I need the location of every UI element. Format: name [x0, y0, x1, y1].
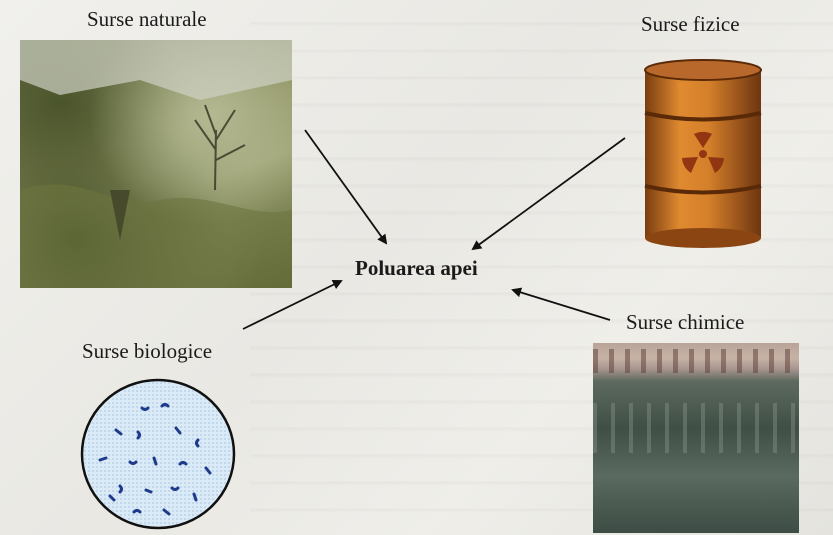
- building-facade: [593, 349, 799, 373]
- water-reflection: [593, 403, 799, 453]
- natural-sources-photo: [20, 40, 292, 288]
- microbe-dish-icon: [80, 378, 236, 530]
- radioactive-barrel-icon: [641, 58, 765, 250]
- physical-sources-label: Surse fizice: [641, 12, 740, 36]
- arrow-physical: [471, 137, 626, 251]
- chemical-sources-label: Surse chimice: [626, 310, 745, 334]
- chemical-sources-photo: [593, 343, 799, 533]
- natural-sources-label: Surse naturale: [87, 7, 207, 31]
- arrow-biological: [242, 280, 343, 330]
- water-pollution-label: Poluarea apei: [355, 256, 478, 280]
- arrow-chemical: [511, 287, 611, 321]
- arrow-natural: [304, 129, 388, 245]
- biological-sources-label: Surse biologice: [82, 339, 213, 363]
